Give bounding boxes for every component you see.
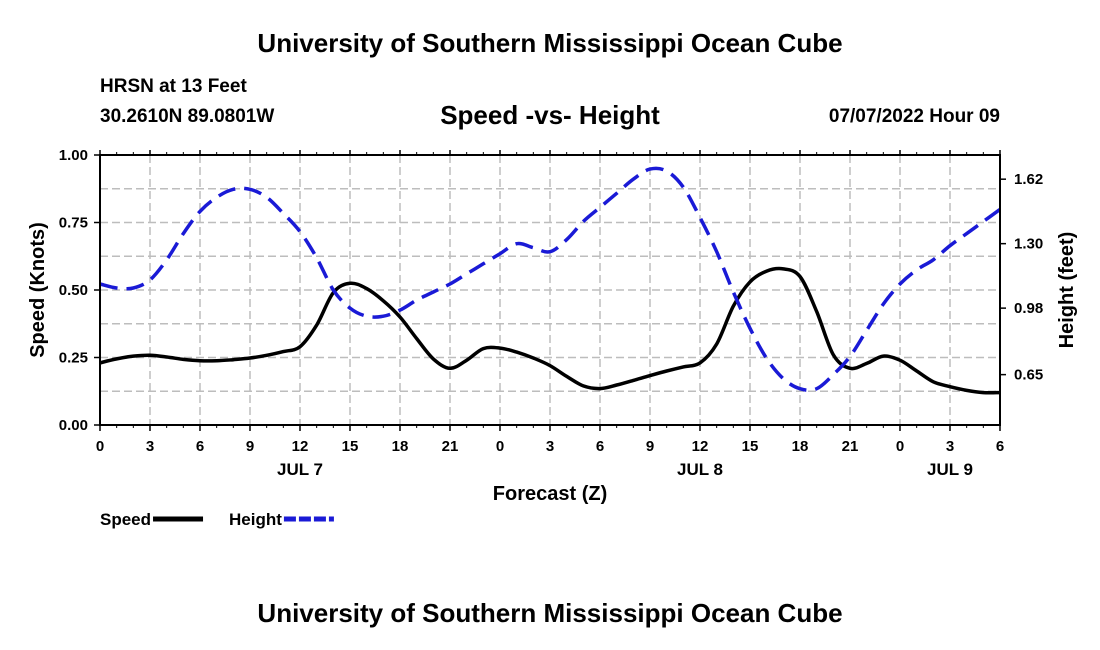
legend-label: Speed [100, 510, 151, 529]
x-axis-label: Forecast (Z) [493, 483, 607, 505]
y-axis-left-label: Speed (Knots) [27, 222, 49, 358]
x-tick-label: 6 [996, 438, 1004, 455]
x-tick-label: 3 [546, 438, 554, 455]
y-left-tick-label: 0.75 [59, 215, 88, 232]
x-tick-label: 9 [646, 438, 654, 455]
station-label: HRSN at 13 Feet [100, 76, 247, 97]
y-right-tick-label: 1.30 [1014, 236, 1043, 253]
y-axis-right-label: Height (feet) [1056, 232, 1078, 349]
x-tick-label: 9 [246, 438, 254, 455]
axes-layer: 0 3 6 9 12 15 18 21 0 3 6 9 12 15 18 21 0 3 6 JUL 7 JUL 8 JUL… [59, 147, 1043, 479]
day-label: JUL 7 [277, 460, 323, 479]
height-series-line [99, 166, 1002, 392]
speed-series-line [99, 266, 1001, 395]
y-right-tick-label: 0.98 [1014, 300, 1043, 317]
day-label: JUL 8 [677, 460, 723, 479]
x-tick-label: 15 [742, 438, 759, 455]
x-tick-label: 0 [96, 438, 104, 455]
y-left-tick-label: 0.50 [59, 282, 88, 299]
day-label: JUL 9 [927, 460, 973, 479]
x-tick-label: 3 [146, 438, 154, 455]
y-left-tick-label: 0.00 [59, 417, 88, 434]
x-tick-label: 12 [292, 438, 309, 455]
y-right-tick-label: 0.65 [1014, 367, 1043, 384]
x-tick-label: 15 [342, 438, 359, 455]
forecast-datetime: 07/07/2022 Hour 09 [828, 106, 1000, 127]
x-tick-label: 21 [442, 438, 459, 455]
y-right-tick-label: 1.62 [1014, 171, 1043, 188]
legend-label: Height [229, 510, 282, 529]
x-tick-label: 18 [392, 438, 409, 455]
y-left-tick-label: 0.25 [59, 350, 88, 367]
legend: Speed Height [100, 510, 334, 529]
x-tick-label: 6 [596, 438, 604, 455]
chart-title: University of Southern Mississippi Ocean… [257, 28, 843, 58]
x-tick-label: 0 [496, 438, 504, 455]
grid-lines [100, 155, 1000, 425]
chart-subtitle: Speed -vs- Height [440, 100, 660, 130]
x-tick-label: 12 [692, 438, 709, 455]
series-layer [99, 166, 1002, 395]
x-tick-label: 18 [792, 438, 809, 455]
footer-title: University of Southern Mississippi Ocean… [257, 598, 843, 628]
x-tick-label: 0 [896, 438, 904, 455]
x-tick-label: 21 [842, 438, 859, 455]
y-left-tick-label: 1.00 [59, 147, 88, 164]
x-tick-label: 6 [196, 438, 204, 455]
x-tick-label: 3 [946, 438, 954, 455]
station-coordinates: 30.2610N 89.0801W [100, 106, 275, 127]
